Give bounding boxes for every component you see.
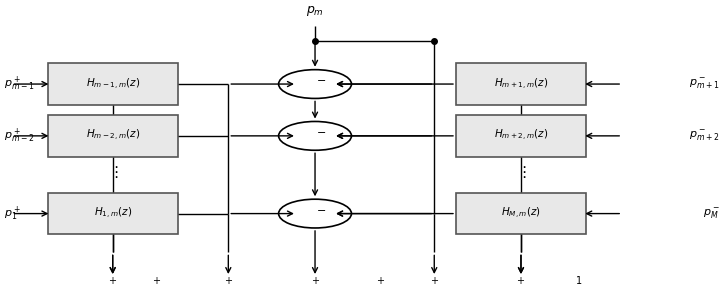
Text: $+$: $+$ [430,274,439,286]
Text: $+$: $+$ [376,274,384,286]
FancyBboxPatch shape [456,193,586,234]
Text: $p^+_{m-1}$: $p^+_{m-1}$ [4,75,35,93]
FancyBboxPatch shape [48,193,177,234]
Text: $H_{M,m}(z)$: $H_{M,m}(z)$ [501,206,541,221]
FancyBboxPatch shape [456,115,586,157]
FancyBboxPatch shape [456,63,586,105]
Text: $H_{m-2,m}(z)$: $H_{m-2,m}(z)$ [85,128,140,143]
FancyBboxPatch shape [48,115,177,157]
Text: $p^+_1$: $p^+_1$ [4,204,21,223]
Text: $p_m$: $p_m$ [306,4,324,18]
Text: $+$: $+$ [516,274,526,286]
Text: $H_{m+2,m}(z)$: $H_{m+2,m}(z)$ [494,128,548,143]
FancyBboxPatch shape [48,63,177,105]
Text: $-$: $-$ [316,74,327,84]
Text: $-$: $-$ [316,204,327,213]
Text: $-$: $-$ [316,126,327,136]
Text: $+$: $+$ [224,274,233,286]
Text: $H_{m+1,m}(z)$: $H_{m+1,m}(z)$ [494,77,548,92]
Text: $H_{m-1,m}(z)$: $H_{m-1,m}(z)$ [85,77,140,92]
Text: $\vdots$: $\vdots$ [515,164,526,180]
Text: $p^-_{m+2}$: $p^-_{m+2}$ [689,129,720,143]
Text: $+$: $+$ [108,274,117,286]
Text: $p^-_M$: $p^-_M$ [703,206,720,221]
Text: $+$: $+$ [311,274,319,286]
Text: $+$: $+$ [151,274,161,286]
Text: $p^-_{m+1}$: $p^-_{m+1}$ [689,77,720,91]
Text: $p^+_{m-2}$: $p^+_{m-2}$ [4,127,35,145]
Text: $1$: $1$ [575,274,582,286]
Text: $\vdots$: $\vdots$ [107,164,118,180]
Text: $H_{1,m}(z)$: $H_{1,m}(z)$ [93,206,132,221]
